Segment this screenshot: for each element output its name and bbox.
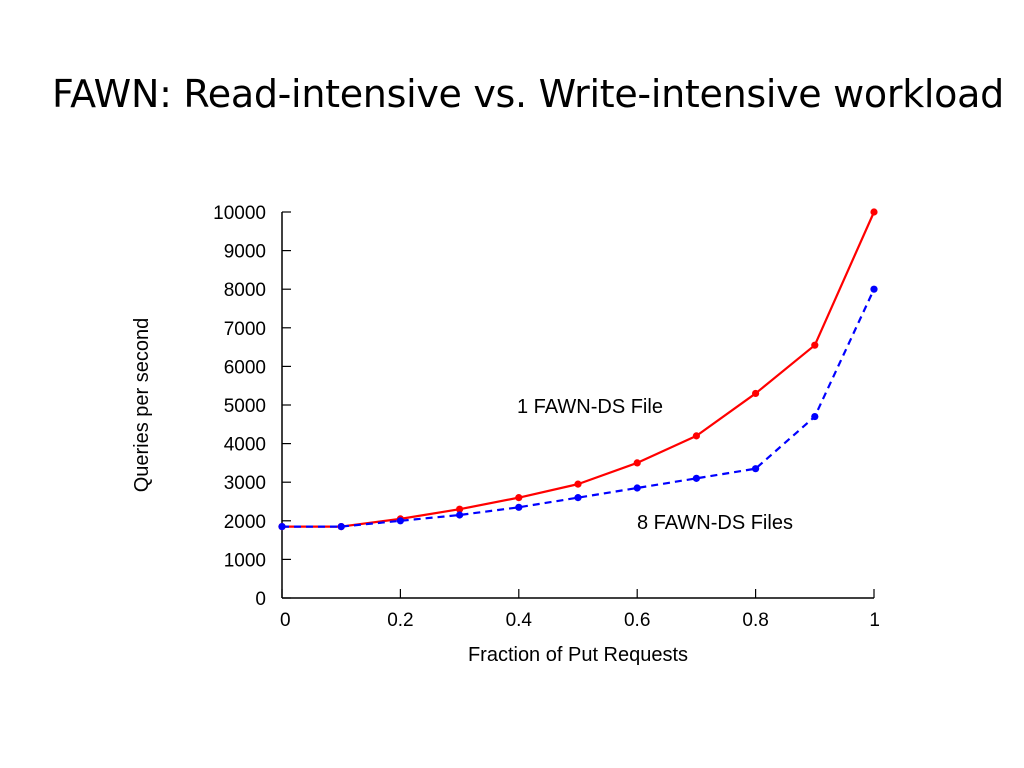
y-tick-label: 1000 bbox=[224, 550, 266, 571]
y-axis-label: Queries per second bbox=[131, 318, 153, 493]
series-2-point bbox=[337, 522, 345, 531]
series-1-point bbox=[456, 505, 464, 513]
chart-series bbox=[278, 208, 878, 531]
series-1-point bbox=[633, 459, 641, 467]
series-2-point bbox=[692, 474, 701, 482]
y-tick-label: 4000 bbox=[224, 435, 266, 456]
y-tick-label: 9000 bbox=[224, 242, 266, 263]
y-tick-label: 2000 bbox=[224, 512, 266, 533]
y-tick-label: 0 bbox=[255, 589, 266, 610]
series-2-point bbox=[515, 503, 523, 511]
series-2-point bbox=[811, 412, 819, 421]
series-1-point bbox=[692, 432, 701, 440]
x-tick-label: 0.8 bbox=[742, 610, 768, 631]
chart-axes: 0100020003000400050006000700080009000100… bbox=[213, 203, 880, 631]
series-2-point bbox=[456, 511, 464, 519]
slide-title: FAWN: Read-intensive vs. Write-intensive… bbox=[52, 72, 1004, 116]
series-line-2 bbox=[282, 288, 875, 528]
x-tick-label: 1 bbox=[869, 610, 880, 631]
y-tick-label: 8000 bbox=[224, 280, 266, 301]
series-annotation: 8 FAWN-DS Files bbox=[637, 512, 793, 534]
x-tick-label: 0.2 bbox=[387, 610, 413, 631]
chart-annotations: 1 FAWN-DS File 8 FAWN-DS Files bbox=[517, 396, 793, 534]
series-1-point bbox=[574, 480, 582, 488]
x-axis-label: Fraction of Put Requests bbox=[468, 644, 688, 666]
series-2-point bbox=[633, 484, 641, 492]
series-1-point bbox=[870, 208, 878, 216]
series-2-point bbox=[870, 285, 878, 293]
y-tick-label: 5000 bbox=[224, 396, 266, 417]
x-tick-label: 0.4 bbox=[506, 610, 533, 631]
y-tick-label: 3000 bbox=[224, 473, 266, 494]
series-2-point bbox=[752, 465, 760, 473]
series-2-point bbox=[574, 494, 582, 502]
series-2-point bbox=[278, 522, 286, 531]
series-annotation: 1 FAWN-DS File bbox=[517, 396, 663, 418]
series-line-1 bbox=[282, 211, 876, 528]
series-1-point bbox=[752, 389, 760, 398]
x-tick-label: 0.6 bbox=[624, 610, 650, 631]
series-2-point bbox=[396, 517, 404, 525]
y-tick-label: 6000 bbox=[224, 357, 266, 378]
series-1-point bbox=[515, 494, 523, 502]
y-tick-label: 7000 bbox=[224, 319, 266, 340]
series-1-point bbox=[811, 341, 819, 349]
x-tick-label: 0 bbox=[280, 610, 291, 631]
y-tick-label: 10000 bbox=[213, 203, 266, 224]
